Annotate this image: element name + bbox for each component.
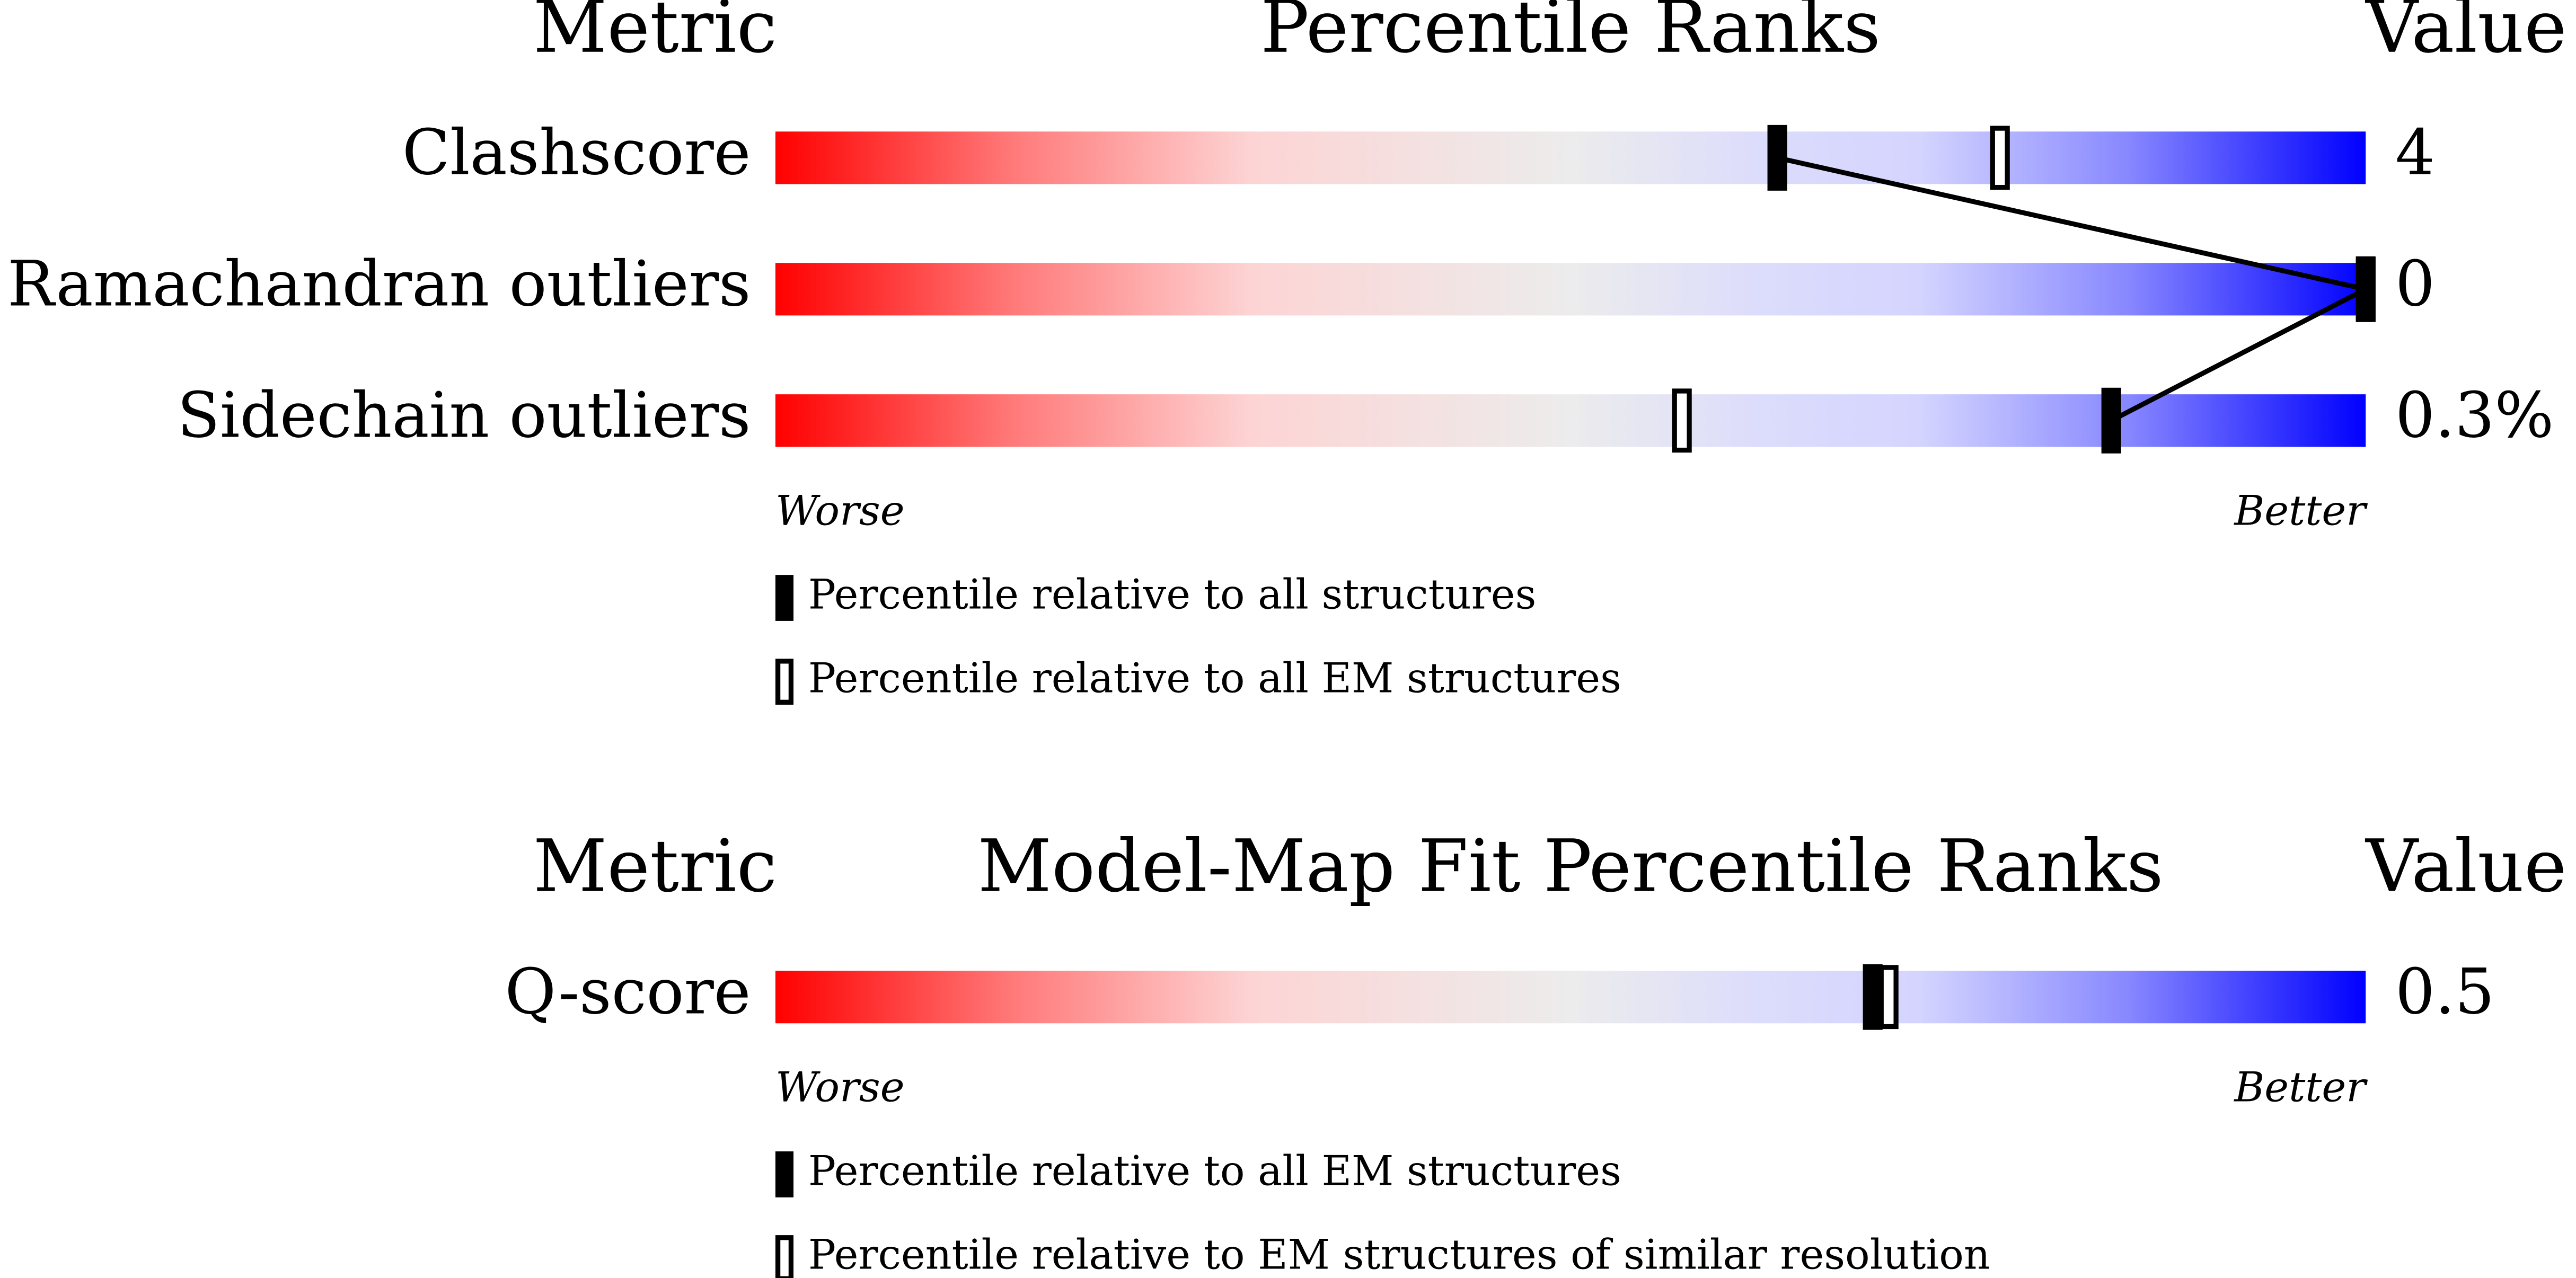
metric-value: 0 (2395, 247, 2435, 320)
metric-value: 0.3% (2395, 379, 2554, 451)
worse-label: Worse (775, 1063, 905, 1111)
metric-header: Metric (533, 0, 777, 69)
marker-open (1878, 965, 1899, 1030)
marker-filled (1863, 964, 1883, 1030)
legend-text: Percentile relative to all EM structures (808, 655, 1621, 703)
metric-value: 4 (2395, 116, 2435, 189)
metric-value: 0.5 (2395, 955, 2494, 1028)
metric-label: Clashscore (402, 116, 751, 189)
legend-text: Percentile relative to EM structures of … (808, 1231, 1990, 1278)
legend-marker-filled (775, 575, 794, 621)
better-label: Better (2233, 487, 2368, 535)
worse-label: Worse (775, 487, 905, 535)
legend-marker-filled (775, 1151, 794, 1197)
metric-label: Sidechain outliers (177, 379, 751, 451)
chart-title: Model-Map Fit Percentile Ranks (977, 824, 2163, 909)
metric-header: Metric (533, 824, 777, 909)
legend-marker-open (775, 659, 794, 705)
legend-text: Percentile relative to all structures (808, 571, 1536, 619)
percentile-bar (775, 131, 2366, 184)
percentile-bar (775, 263, 2366, 316)
metric-label: Ramachandran outliers (7, 247, 751, 320)
metric-label: Q-score (505, 955, 751, 1028)
marker-open (1990, 126, 2010, 190)
marker-filled (1767, 125, 1787, 191)
marker-filled (2356, 256, 2376, 322)
legend-marker-open (775, 1235, 794, 1278)
percentile-bar (775, 971, 2366, 1024)
value-header: Value (2365, 824, 2566, 909)
percentile-bar (775, 394, 2366, 447)
legend-text: Percentile relative to all EM structures (808, 1147, 1621, 1195)
chart-title: Percentile Ranks (1260, 0, 1881, 69)
better-label: Better (2233, 1063, 2368, 1111)
marker-open (1672, 388, 1692, 453)
marker-filled (2101, 387, 2121, 454)
value-header: Value (2365, 0, 2566, 69)
